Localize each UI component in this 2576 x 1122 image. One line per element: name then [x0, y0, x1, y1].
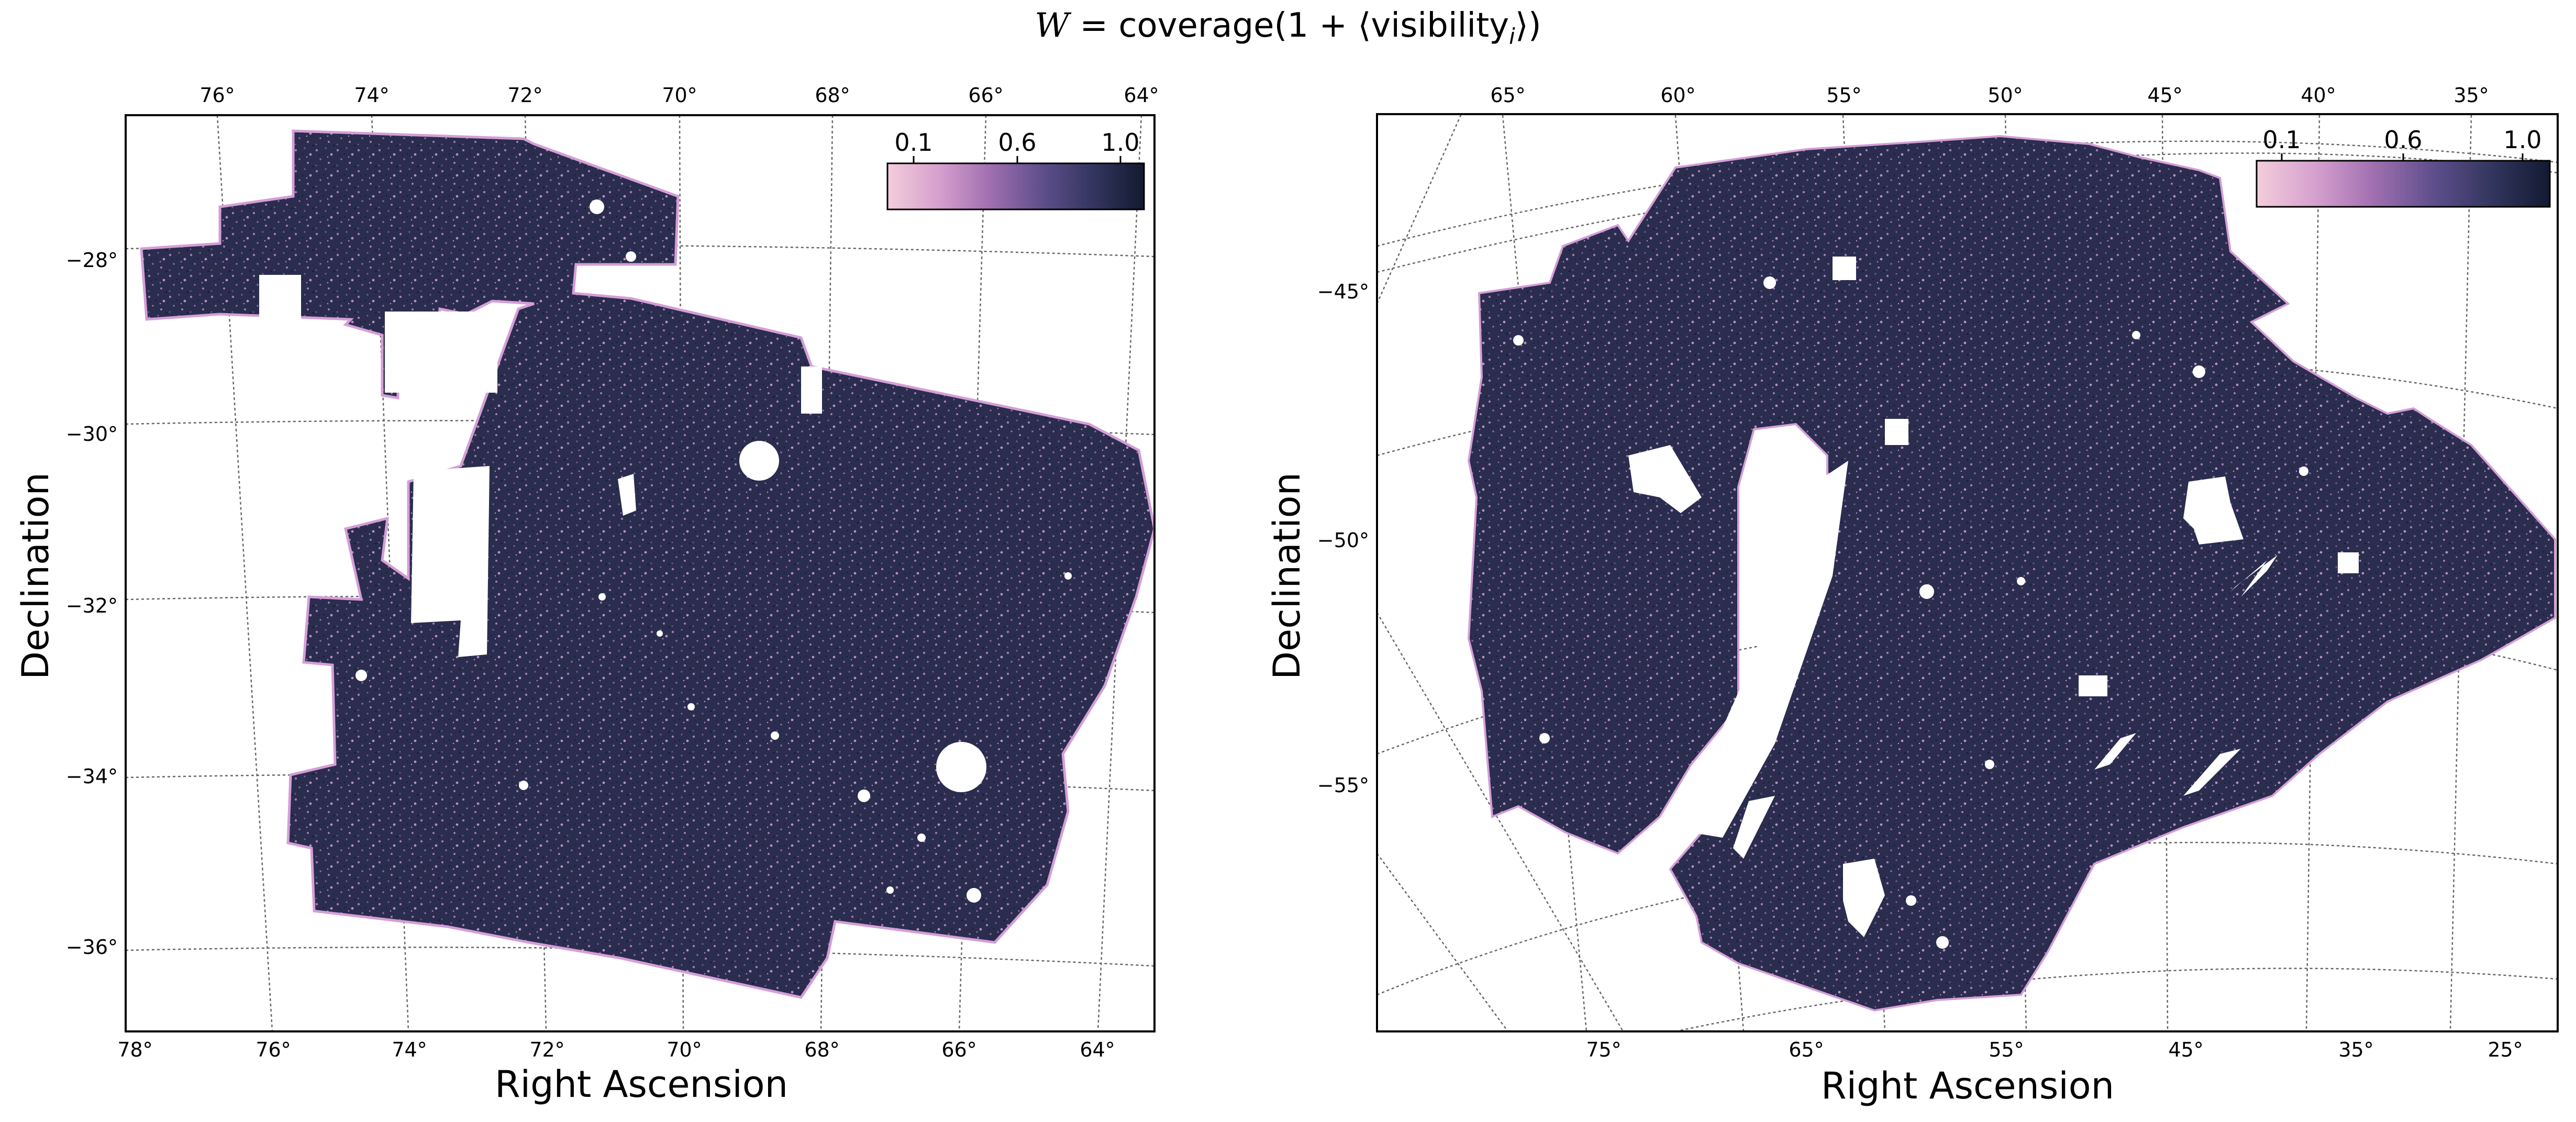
left-xtick-top-4: 68°	[815, 84, 850, 107]
right-colorbar-tick-2: 1.0	[2503, 126, 2541, 154]
left-ytick-0: −28°	[66, 249, 118, 272]
figure-title: W = coverage(1 + ⟨visibilityi⟩)	[1035, 6, 1541, 49]
left-xtick-bottom-7: 64°	[1080, 1038, 1115, 1061]
left-colorbar-tick-1: 0.6	[998, 128, 1036, 157]
left-colorbar-tick-2: 1.0	[1101, 128, 1139, 157]
left-xtick-bottom-0: 78°	[117, 1038, 152, 1061]
left-colorbar-gradient	[886, 162, 1145, 210]
left-ylabel: Declination	[14, 472, 57, 680]
right-xtick-bottom-0: 75°	[1586, 1038, 1621, 1061]
left-coverage-map	[140, 129, 1156, 999]
left-panel: 0.1 0.6 1.0 78° 76° 74° 72° 70° 68° 66° …	[14, 84, 1159, 1106]
left-xtick-top-6: 64°	[1124, 84, 1159, 107]
right-xtick-top-5: 40°	[2301, 84, 2336, 107]
right-colorbar-gradient	[2256, 160, 2551, 208]
right-ytick-0: −45°	[1317, 280, 1369, 303]
right-xtick-top-6: 35°	[2453, 84, 2489, 107]
right-xlabel: Right Ascension	[1821, 1064, 2114, 1107]
left-colorbar-tick-0: 0.1	[894, 128, 932, 157]
left-colorbar: 0.1 0.6 1.0	[886, 128, 1145, 210]
left-xtick-bottom-6: 66°	[941, 1038, 976, 1061]
left-xtick-top-2: 72°	[507, 84, 542, 107]
right-coverage-map	[1467, 135, 2556, 1012]
right-xtick-bottom-3: 45°	[2168, 1038, 2203, 1061]
right-colorbar-tick-1: 0.6	[2384, 126, 2422, 154]
right-xtick-top-3: 50°	[1987, 84, 2023, 107]
left-ytick-4: −36°	[66, 936, 118, 959]
left-xtick-bottom-4: 70°	[667, 1038, 702, 1061]
left-ytick-3: −34°	[66, 765, 118, 788]
left-xtick-bottom-3: 72°	[529, 1038, 564, 1061]
right-ytick-1: −50°	[1317, 529, 1369, 552]
right-xtick-top-0: 65°	[1490, 84, 1525, 107]
right-ytick-2: −55°	[1317, 774, 1369, 797]
left-xtick-top-5: 66°	[968, 84, 1003, 107]
right-axes-frame	[1376, 113, 2559, 1032]
right-xtick-top-1: 60°	[1660, 84, 1695, 107]
left-xtick-top-1: 74°	[354, 84, 389, 107]
right-xtick-bottom-1: 65°	[1789, 1038, 1824, 1061]
left-xtick-bottom-2: 74°	[392, 1038, 427, 1061]
left-ytick-1: −30°	[66, 423, 118, 446]
left-xtick-top-3: 70°	[662, 84, 697, 107]
left-ytick-2: −32°	[66, 594, 118, 617]
right-xtick-top-2: 55°	[1826, 84, 1861, 107]
right-xtick-top-4: 45°	[2147, 84, 2182, 107]
left-axes-frame	[125, 114, 1156, 1032]
right-ylabel: Declination	[1265, 472, 1308, 680]
left-xlabel: Right Ascension	[495, 1063, 788, 1106]
right-xtick-bottom-2: 55°	[1989, 1038, 2024, 1061]
left-xtick-top-0: 76°	[199, 84, 235, 107]
left-xtick-bottom-5: 68°	[804, 1038, 839, 1061]
right-xtick-bottom-5: 25°	[2488, 1038, 2523, 1061]
left-xtick-bottom-1: 76°	[256, 1038, 291, 1061]
right-colorbar-tick-0: 0.1	[2262, 126, 2301, 154]
right-xtick-bottom-4: 35°	[2338, 1038, 2373, 1061]
right-colorbar: 0.1 0.6 1.0	[2256, 126, 2551, 208]
right-panel: 0.1 0.6 1.0 75° 65° 55° 45° 35° 25° 65° …	[1265, 84, 2559, 1107]
